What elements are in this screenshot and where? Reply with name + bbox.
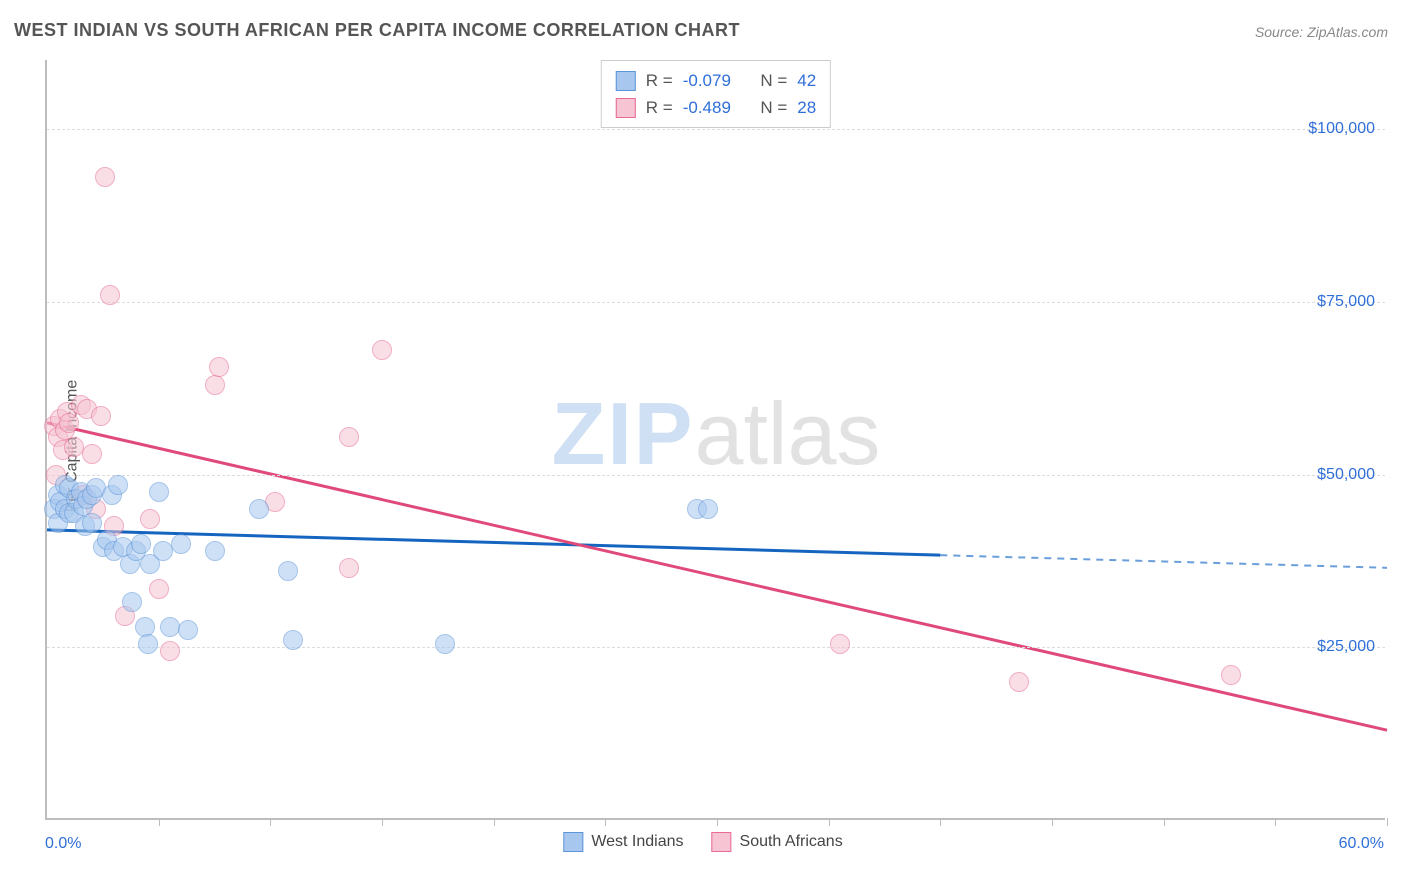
x-tick xyxy=(382,818,383,826)
y-tick-label: $25,000 xyxy=(1317,638,1375,656)
data-point xyxy=(283,630,303,650)
stats-row: R = -0.489 N = 28 xyxy=(616,94,816,121)
data-point xyxy=(171,534,191,554)
legend-item: South Africans xyxy=(712,832,843,852)
r-label: R = xyxy=(646,94,673,121)
data-point xyxy=(138,634,158,654)
data-point xyxy=(178,620,198,640)
series1-swatch-icon xyxy=(563,832,583,852)
x-tick xyxy=(1052,818,1053,826)
series2-r-value: -0.489 xyxy=(683,94,731,121)
series2-swatch-icon xyxy=(616,98,636,118)
y-tick-label: $75,000 xyxy=(1317,293,1375,311)
x-tick xyxy=(605,818,606,826)
x-tick xyxy=(1164,818,1165,826)
data-point xyxy=(149,482,169,502)
x-tick xyxy=(494,818,495,826)
data-point xyxy=(160,641,180,661)
trend-line xyxy=(47,423,1387,730)
n-label: N = xyxy=(760,94,787,121)
series2-n-value: 28 xyxy=(797,94,816,121)
stats-row: R = -0.079 N = 42 xyxy=(616,67,816,94)
data-point xyxy=(149,579,169,599)
data-point xyxy=(1009,672,1029,692)
y-tick-label: $100,000 xyxy=(1308,120,1375,138)
legend: West Indians South Africans xyxy=(563,832,842,852)
source-attribution: Source: ZipAtlas.com xyxy=(1255,24,1388,40)
x-tick xyxy=(270,818,271,826)
data-point xyxy=(59,413,79,433)
data-point xyxy=(1221,665,1241,685)
data-point xyxy=(131,534,151,554)
r-label: R = xyxy=(646,67,673,94)
series1-n-value: 42 xyxy=(797,67,816,94)
data-point xyxy=(339,558,359,578)
x-axis-min-label: 0.0% xyxy=(45,835,81,853)
legend-label: West Indians xyxy=(591,833,683,851)
x-tick xyxy=(1387,818,1388,826)
legend-label: South Africans xyxy=(740,833,843,851)
gridline xyxy=(47,129,1385,130)
y-tick-label: $50,000 xyxy=(1317,466,1375,484)
data-point xyxy=(205,375,225,395)
series1-r-value: -0.079 xyxy=(683,67,731,94)
plot-area: ZIPatlas R = -0.079 N = 42 R = -0.489 N … xyxy=(45,60,1385,820)
data-point xyxy=(830,634,850,654)
x-tick xyxy=(940,818,941,826)
data-point xyxy=(205,541,225,561)
gridline xyxy=(47,302,1385,303)
data-point xyxy=(82,513,102,533)
data-point xyxy=(91,406,111,426)
series1-swatch-icon xyxy=(616,71,636,91)
chart-title: WEST INDIAN VS SOUTH AFRICAN PER CAPITA … xyxy=(14,20,740,41)
legend-item: West Indians xyxy=(563,832,683,852)
data-point xyxy=(698,499,718,519)
data-point xyxy=(435,634,455,654)
trend-lines-layer xyxy=(47,60,1385,818)
x-tick xyxy=(159,818,160,826)
data-point xyxy=(100,285,120,305)
trend-line-extrapolated xyxy=(940,555,1387,568)
x-tick xyxy=(1275,818,1276,826)
x-tick xyxy=(717,818,718,826)
data-point xyxy=(82,444,102,464)
data-point xyxy=(339,427,359,447)
gridline xyxy=(47,475,1385,476)
gridline xyxy=(47,647,1385,648)
data-point xyxy=(160,617,180,637)
x-tick xyxy=(829,818,830,826)
data-point xyxy=(64,437,84,457)
n-label: N = xyxy=(760,67,787,94)
series2-swatch-icon xyxy=(712,832,732,852)
correlation-stats-box: R = -0.079 N = 42 R = -0.489 N = 28 xyxy=(601,60,831,128)
x-axis-max-label: 60.0% xyxy=(1339,835,1384,853)
